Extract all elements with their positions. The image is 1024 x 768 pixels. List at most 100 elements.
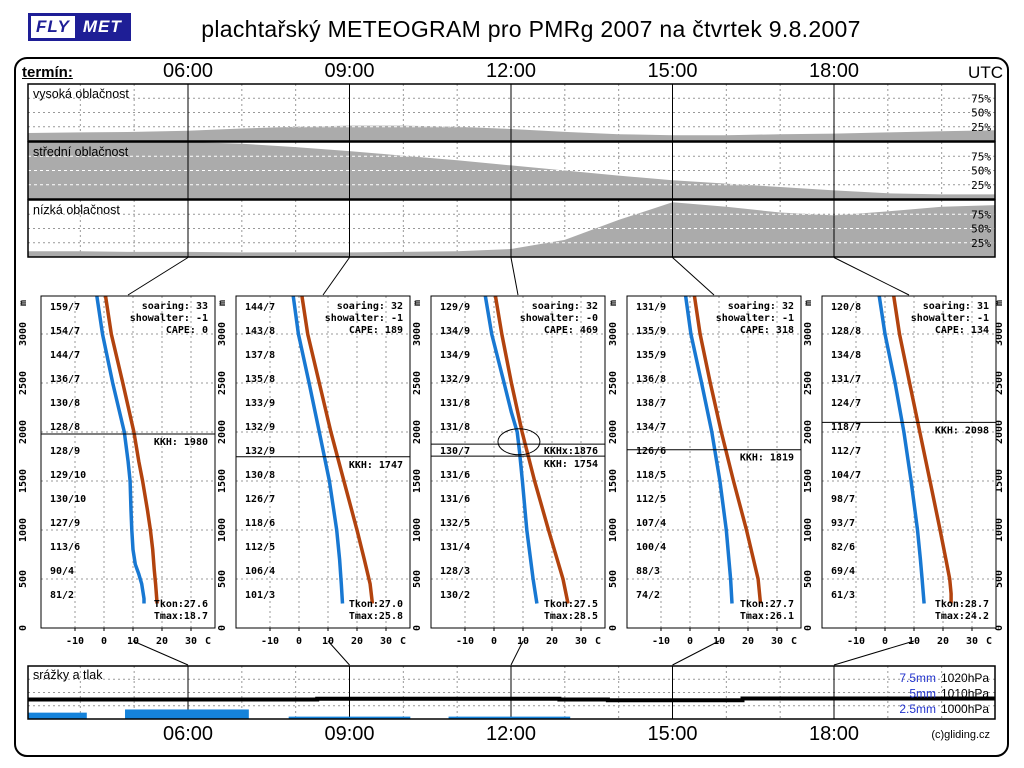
alt-tick-label: 1500 xyxy=(18,469,29,493)
wind-label: 129/9 xyxy=(440,302,470,313)
temperature-line xyxy=(300,295,375,604)
connector-bottom xyxy=(327,640,350,666)
alt-tick-label: 2000 xyxy=(994,420,1005,444)
wind-label: 144/7 xyxy=(245,302,275,313)
wind-label: 112/5 xyxy=(636,494,666,505)
alt-tick-label: 3000 xyxy=(608,322,619,346)
connector-bottom xyxy=(672,640,720,666)
wind-label: 118/7 xyxy=(831,422,861,433)
alt-tick-label: 3000 xyxy=(803,322,814,346)
wind-label: 131/8 xyxy=(440,398,470,409)
alt-tick-label: 500 xyxy=(412,570,423,588)
cloud-cover-area xyxy=(28,202,995,257)
kkh-label: KKH: 1747 xyxy=(349,460,403,471)
logo-met-text: MET xyxy=(76,16,128,38)
wind-label: 132/9 xyxy=(245,446,275,457)
alt-tick-label: 500 xyxy=(18,570,29,588)
dewpoint-line xyxy=(483,295,539,604)
showalter-value: showalter: -1 xyxy=(911,313,989,324)
alt-tick-label: 1000 xyxy=(18,518,29,542)
alt-tick-label: 1500 xyxy=(412,469,423,493)
cloud-panel-title: vysoká oblačnost xyxy=(33,87,129,101)
alt-tick-label: 1000 xyxy=(217,518,228,542)
kkh-label: KKH: 1980 xyxy=(154,437,208,448)
alt-tick-label: 500 xyxy=(994,570,1005,588)
wind-label: 154/7 xyxy=(50,326,80,337)
precip-bar xyxy=(28,712,87,719)
wind-label: 131/4 xyxy=(440,542,470,553)
tmax-value: Tmax:24.2 xyxy=(935,611,989,622)
wind-label: 135/9 xyxy=(636,326,666,337)
panel-border xyxy=(27,665,996,720)
wind-label: 118/6 xyxy=(245,518,275,529)
wind-label: 130/2 xyxy=(440,590,470,601)
tmax-value: Tmax:26.1 xyxy=(740,611,794,622)
x-tick-label: 30 xyxy=(185,636,197,647)
bottom-time-label: 12:00 xyxy=(485,723,537,745)
x-tick-label: -10 xyxy=(652,636,670,647)
wind-label: 130/7 xyxy=(440,446,470,457)
x-axis-unit: C xyxy=(595,636,601,647)
alt-tick-label: 0 xyxy=(217,625,228,631)
cloud-panel-nizka-oblacnost: nízká oblačnost 75% 50%25% xyxy=(27,199,996,258)
wind-label: 131/6 xyxy=(440,470,470,481)
chart-frame xyxy=(14,57,1009,757)
tkon-value: Tkon:27.6 xyxy=(154,599,208,610)
alt-axis-unit: m xyxy=(217,300,228,306)
alt-tick-label: 2000 xyxy=(18,420,29,444)
wind-label: 131/9 xyxy=(636,302,666,313)
pressure-line xyxy=(28,696,995,703)
wind-label: 128/3 xyxy=(440,566,470,577)
top-time-label: 09:00 xyxy=(324,60,375,82)
wind-label: 101/3 xyxy=(245,590,275,601)
alt-tick-label: 0 xyxy=(994,625,1005,631)
pct-tick-label: 25% xyxy=(971,237,991,250)
alt-tick-label: 0 xyxy=(18,625,29,631)
pct-tick-label: 50% xyxy=(971,165,991,178)
connector-bottom xyxy=(510,640,524,666)
panel-bg xyxy=(431,296,605,628)
panel-border xyxy=(40,295,216,629)
x-tick-label: 20 xyxy=(351,636,363,647)
wind-label: 118/5 xyxy=(636,470,666,481)
wind-label: 93/7 xyxy=(831,518,855,529)
precip-bar xyxy=(125,709,249,719)
x-tick-label: 0 xyxy=(687,636,693,647)
alt-tick-label: 2500 xyxy=(994,371,1005,395)
cloud-panel-vysoka-oblacnost: vysoká oblačnost 75% 50%25% xyxy=(27,83,996,142)
cloudbase-ellipse xyxy=(497,428,541,456)
dewpoint-line xyxy=(877,295,926,604)
temperature-line xyxy=(891,295,953,604)
temperature-line xyxy=(692,295,763,604)
wind-label: 143/8 xyxy=(245,326,275,337)
cape-value: CAPE: 318 xyxy=(740,325,794,336)
legend-hpa-label: 1000hPa xyxy=(941,702,989,716)
tkon-value: Tkon:28.7 xyxy=(935,599,989,610)
connector-bottom xyxy=(132,640,189,666)
kkh-label: KKH: 1819 xyxy=(740,453,794,464)
top-time-label: 18:00 xyxy=(808,60,860,82)
wind-label: 128/9 xyxy=(50,446,80,457)
legend-mm-label: 7.5mm xyxy=(899,671,936,685)
cloud-panel-title: střední oblačnost xyxy=(33,145,129,159)
pct-tick-label: 50% xyxy=(971,223,991,236)
wind-label: 129/10 xyxy=(50,470,86,481)
x-tick-label: -10 xyxy=(847,636,865,647)
wind-label: 98/7 xyxy=(831,494,855,505)
soaring-value: soaring: 33 xyxy=(142,300,208,312)
pct-tick-label: 50% xyxy=(971,107,991,120)
panel-bg xyxy=(627,296,801,628)
pct-tick-label: 75% xyxy=(971,150,991,163)
panel-border xyxy=(27,83,996,142)
precip-bar xyxy=(288,716,411,719)
alt-tick-label: 3000 xyxy=(412,322,423,346)
connector-top xyxy=(322,257,350,296)
cloud-cover-area xyxy=(28,125,995,141)
wind-label: 61/3 xyxy=(831,590,855,601)
x-tick-label: -10 xyxy=(456,636,474,647)
wind-label: 112/5 xyxy=(245,542,275,553)
wind-label: 100/4 xyxy=(636,542,666,553)
wind-label: 131/6 xyxy=(440,494,470,505)
soaring-value: soaring: 32 xyxy=(728,300,794,312)
